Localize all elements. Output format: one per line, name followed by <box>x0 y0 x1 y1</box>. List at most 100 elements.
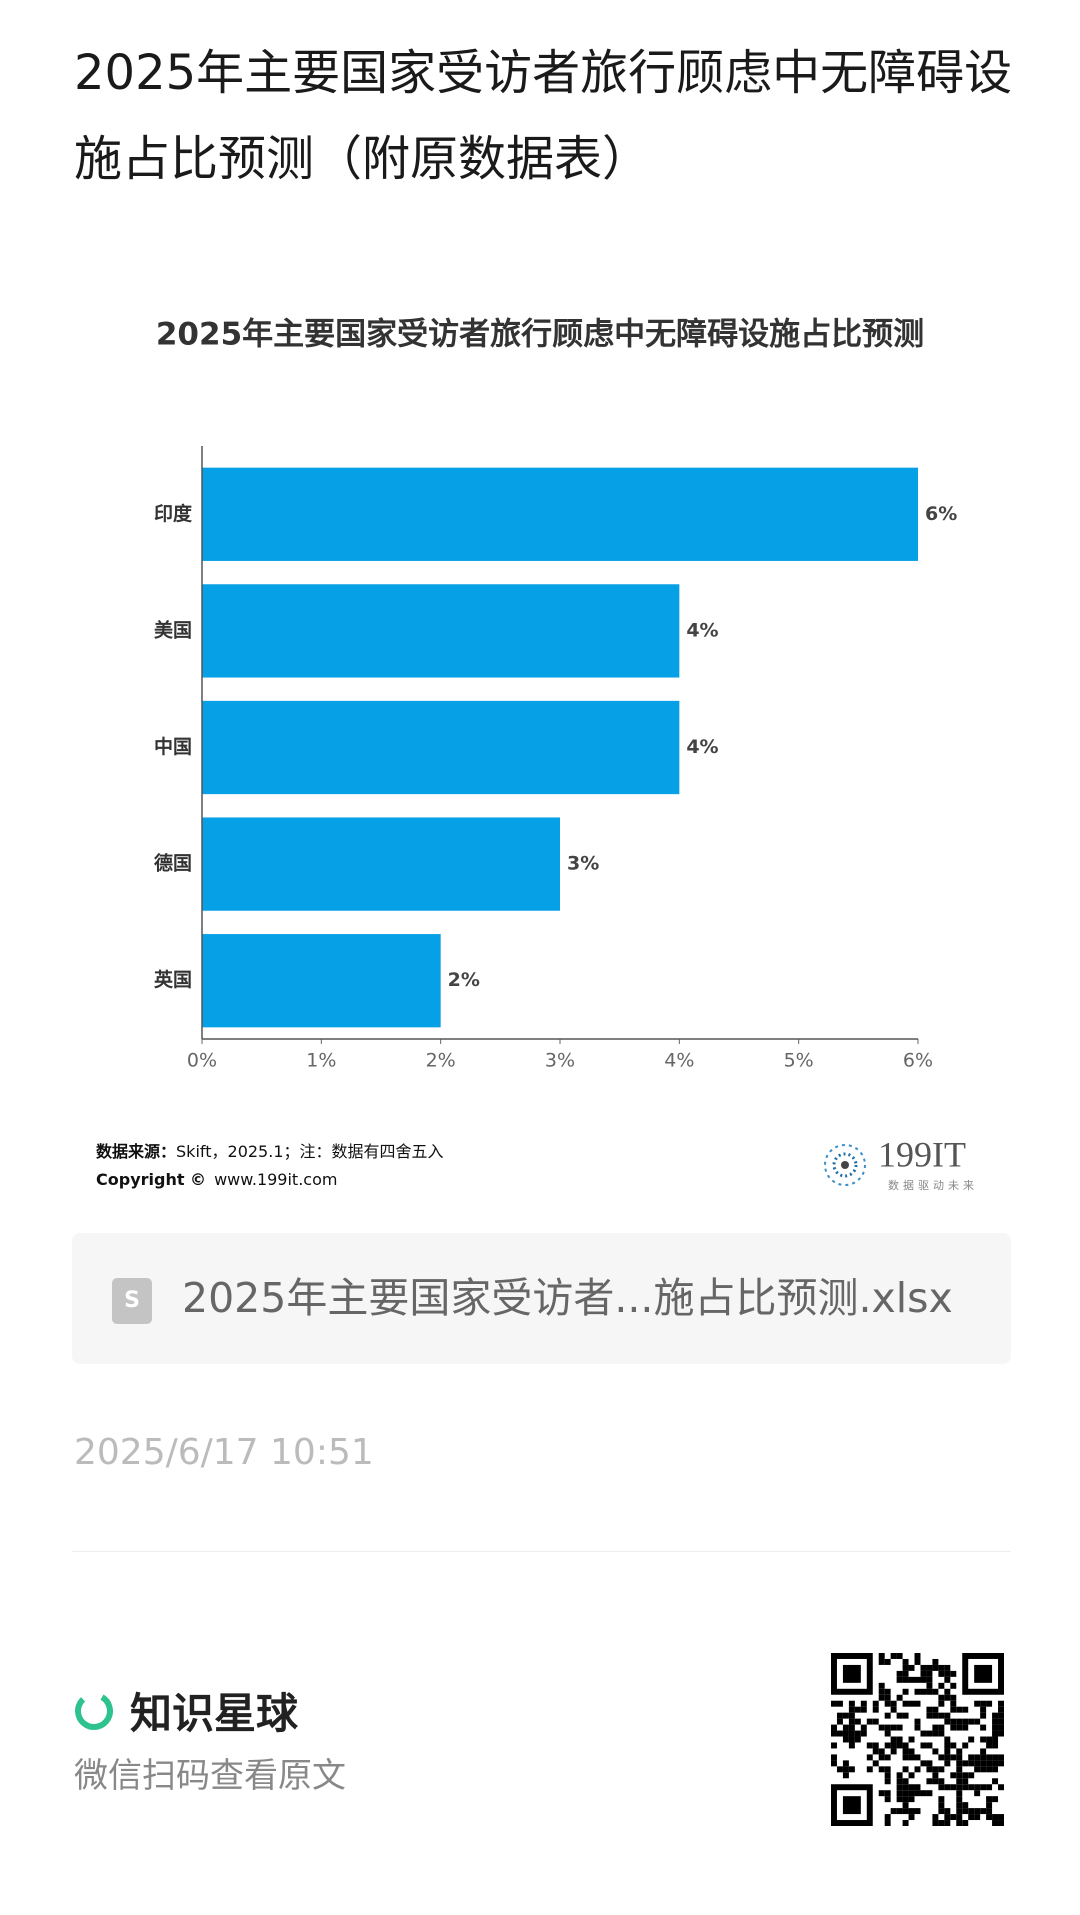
qr-cell <box>836 1766 843 1773</box>
qr-cell <box>896 1808 903 1815</box>
qr-cell <box>831 1700 837 1707</box>
y-tick-label: 英国 <box>154 968 192 991</box>
qr-cell <box>956 1820 963 1826</box>
qr-cell <box>884 1658 891 1665</box>
qr-cell <box>980 1766 987 1773</box>
qr-cell <box>980 1736 987 1743</box>
file-name: 2025年主要国家受访者...施占比预测.xlsx <box>182 1274 953 1322</box>
qr-cell <box>920 1670 927 1677</box>
divider <box>72 1551 1011 1552</box>
qr-cell <box>848 1730 855 1737</box>
qr-cell <box>986 1760 993 1767</box>
qr-cell <box>962 1778 969 1785</box>
qr-cell <box>974 1808 981 1815</box>
qr-cell <box>896 1670 903 1677</box>
qr-cell <box>872 1718 879 1725</box>
brand: 知识星球 <box>72 1680 298 1741</box>
bar <box>202 934 441 1028</box>
qr-cell <box>944 1754 951 1761</box>
qr-cell <box>974 1664 993 1683</box>
qr-cell <box>968 1760 975 1767</box>
timestamp: 2025/6/17 10:51 <box>74 1432 374 1473</box>
qr-cell <box>980 1754 987 1761</box>
qr-cell <box>848 1736 855 1743</box>
qr-cell <box>854 1706 861 1713</box>
qr-cell <box>974 1784 981 1791</box>
qr-cell <box>938 1664 945 1671</box>
qr-cell <box>938 1766 945 1773</box>
qr-cell <box>992 1796 999 1803</box>
qr-cell <box>944 1670 951 1677</box>
qr-cell <box>884 1778 891 1785</box>
qr-cell <box>950 1724 957 1731</box>
logo-dot <box>841 1161 849 1169</box>
qr-cell <box>938 1796 945 1803</box>
qr-cell <box>932 1748 939 1755</box>
qr-cell <box>908 1676 915 1683</box>
qr-cell <box>980 1760 987 1767</box>
qr-cell <box>920 1676 927 1683</box>
qr-cell <box>854 1718 861 1725</box>
qr-cell <box>896 1796 903 1803</box>
qr-cell <box>920 1742 927 1749</box>
qr-cell <box>926 1742 933 1749</box>
qr-cell <box>878 1724 885 1731</box>
qr-cell <box>944 1784 951 1791</box>
qr-cell <box>896 1712 903 1719</box>
qr-cell <box>896 1694 903 1701</box>
qr-cell <box>992 1766 999 1773</box>
qr-cell <box>938 1670 945 1677</box>
qr-cell <box>938 1778 945 1785</box>
qr-cell <box>896 1772 903 1779</box>
qr-caption: 微信扫码查看原文 <box>74 1756 346 1796</box>
qr-cell <box>890 1736 897 1743</box>
qr-cell <box>980 1784 987 1791</box>
qr-cell <box>908 1814 915 1821</box>
qr-cell <box>902 1808 909 1815</box>
qr-cell <box>842 1712 849 1719</box>
qr-cell <box>998 1712 1004 1719</box>
chart: 2025年主要国家受访者旅行顾虑中无障碍设施占比预测 数据来源：Skift，20… <box>96 317 974 1193</box>
qr-cell <box>980 1748 987 1755</box>
qr-cell <box>956 1790 963 1797</box>
qr-cell <box>926 1760 933 1767</box>
qr-cell <box>962 1802 969 1809</box>
qr-cell <box>962 1820 969 1826</box>
logo-mark <box>824 1144 866 1186</box>
qr-cell <box>842 1760 849 1767</box>
qr-cell <box>831 1742 837 1749</box>
source-label: 数据来源： <box>96 1142 176 1161</box>
qr-cell <box>950 1700 957 1707</box>
qr-cell <box>980 1808 987 1815</box>
qr-cell <box>854 1730 861 1737</box>
qr-cell <box>926 1730 933 1737</box>
x-tick-label: 6% <box>903 1050 933 1072</box>
qr-cell <box>884 1700 891 1707</box>
qr-cell <box>938 1784 945 1791</box>
qr-cell <box>956 1808 963 1815</box>
qr-cell <box>884 1730 891 1737</box>
qr-cell <box>890 1742 897 1749</box>
qr-cell <box>860 1730 867 1737</box>
qr-cell <box>962 1772 969 1779</box>
qr-cell <box>944 1820 951 1826</box>
qr-cell <box>896 1676 903 1683</box>
qr-cell <box>914 1676 921 1683</box>
qr-cell <box>914 1688 921 1695</box>
qr-cell <box>956 1706 963 1713</box>
qr-code[interactable] <box>831 1653 1004 1826</box>
bar <box>202 817 560 911</box>
qr-cell <box>872 1760 879 1767</box>
qr-cell <box>848 1766 855 1773</box>
qr-cell <box>884 1790 891 1797</box>
qr-cell <box>932 1724 939 1731</box>
qr-cell <box>938 1700 945 1707</box>
qr-cell <box>902 1742 909 1749</box>
qr-cell <box>902 1778 909 1785</box>
qr-cell <box>842 1772 849 1779</box>
qr-cell <box>986 1814 993 1821</box>
qr-cell <box>914 1718 921 1725</box>
qr-cell <box>932 1778 939 1785</box>
qr-cell <box>956 1724 963 1731</box>
attachment[interactable]: S 2025年主要国家受访者...施占比预测.xlsx <box>72 1233 1011 1364</box>
